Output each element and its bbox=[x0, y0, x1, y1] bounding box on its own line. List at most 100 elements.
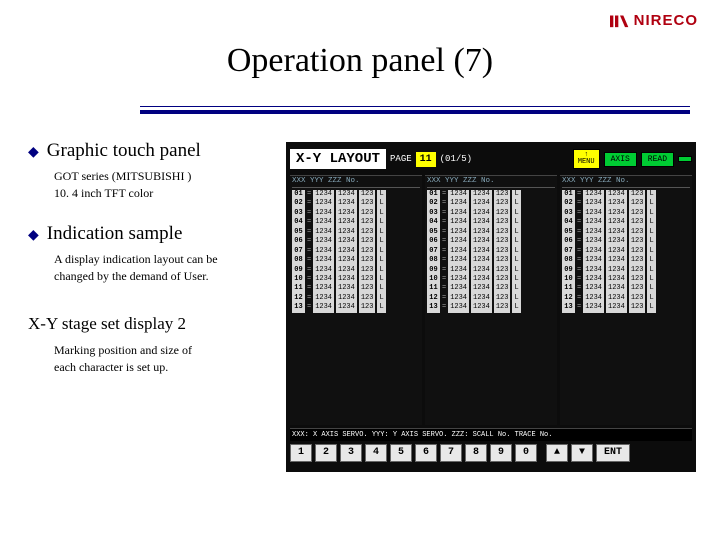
cell-flag[interactable]: L bbox=[512, 284, 520, 293]
cell-flag[interactable]: L bbox=[512, 266, 520, 275]
cell-flag[interactable]: L bbox=[647, 218, 655, 227]
read-button[interactable]: READ bbox=[641, 152, 674, 167]
cell-x[interactable]: 1234 bbox=[313, 237, 334, 246]
cell-z[interactable]: 123 bbox=[629, 209, 646, 218]
cell-x[interactable]: 1234 bbox=[583, 303, 604, 312]
cell-z[interactable]: 123 bbox=[359, 284, 376, 293]
cell-flag[interactable]: L bbox=[647, 303, 655, 312]
cell-z[interactable]: 123 bbox=[359, 266, 376, 275]
cell-x[interactable]: 1234 bbox=[448, 228, 469, 237]
cell-y[interactable]: 1234 bbox=[471, 209, 492, 218]
cell-y[interactable]: 1234 bbox=[606, 303, 627, 312]
cell-flag[interactable]: L bbox=[647, 228, 655, 237]
cell-flag[interactable]: L bbox=[647, 199, 655, 208]
cell-y[interactable]: 1234 bbox=[336, 199, 357, 208]
cell-flag[interactable]: L bbox=[377, 199, 385, 208]
cell-z[interactable]: 123 bbox=[494, 247, 511, 256]
cell-z[interactable]: 123 bbox=[359, 247, 376, 256]
cell-y[interactable]: 1234 bbox=[606, 199, 627, 208]
cell-flag[interactable]: L bbox=[512, 303, 520, 312]
cell-z[interactable]: 123 bbox=[494, 190, 511, 199]
cell-y[interactable]: 1234 bbox=[336, 247, 357, 256]
cell-x[interactable]: 1234 bbox=[448, 237, 469, 246]
cell-flag[interactable]: L bbox=[377, 266, 385, 275]
cell-x[interactable]: 1234 bbox=[448, 294, 469, 303]
cell-flag[interactable]: L bbox=[512, 209, 520, 218]
cell-y[interactable]: 1234 bbox=[606, 284, 627, 293]
cell-flag[interactable]: L bbox=[512, 190, 520, 199]
cell-y[interactable]: 1234 bbox=[606, 266, 627, 275]
cell-x[interactable]: 1234 bbox=[313, 275, 334, 284]
numkey-7[interactable]: 7 bbox=[440, 444, 462, 462]
up-arrow-key[interactable]: ▲ bbox=[546, 444, 568, 462]
cell-y[interactable]: 1234 bbox=[606, 294, 627, 303]
cell-x[interactable]: 1234 bbox=[583, 237, 604, 246]
cell-y[interactable]: 1234 bbox=[471, 199, 492, 208]
cell-flag[interactable]: L bbox=[377, 237, 385, 246]
cell-y[interactable]: 1234 bbox=[606, 256, 627, 265]
cell-y[interactable]: 1234 bbox=[471, 256, 492, 265]
cell-x[interactable]: 1234 bbox=[448, 247, 469, 256]
numkey-5[interactable]: 5 bbox=[390, 444, 412, 462]
cell-x[interactable]: 1234 bbox=[583, 209, 604, 218]
cell-x[interactable]: 1234 bbox=[583, 275, 604, 284]
cell-flag[interactable]: L bbox=[512, 228, 520, 237]
cell-z[interactable]: 123 bbox=[629, 218, 646, 227]
cell-z[interactable]: 123 bbox=[359, 303, 376, 312]
blank-button[interactable] bbox=[678, 156, 692, 162]
cell-z[interactable]: 123 bbox=[494, 284, 511, 293]
numkey-3[interactable]: 3 bbox=[340, 444, 362, 462]
cell-x[interactable]: 1234 bbox=[448, 256, 469, 265]
cell-y[interactable]: 1234 bbox=[336, 303, 357, 312]
cell-z[interactable]: 123 bbox=[359, 218, 376, 227]
cell-z[interactable]: 123 bbox=[494, 294, 511, 303]
cell-flag[interactable]: L bbox=[377, 209, 385, 218]
numkey-9[interactable]: 9 bbox=[490, 444, 512, 462]
cell-z[interactable]: 123 bbox=[629, 190, 646, 199]
cell-x[interactable]: 1234 bbox=[313, 266, 334, 275]
cell-flag[interactable]: L bbox=[512, 247, 520, 256]
cell-x[interactable]: 1234 bbox=[448, 266, 469, 275]
cell-y[interactable]: 1234 bbox=[471, 228, 492, 237]
numkey-0[interactable]: 0 bbox=[515, 444, 537, 462]
cell-flag[interactable]: L bbox=[647, 256, 655, 265]
cell-x[interactable]: 1234 bbox=[583, 256, 604, 265]
cell-y[interactable]: 1234 bbox=[336, 256, 357, 265]
cell-z[interactable]: 123 bbox=[494, 199, 511, 208]
cell-flag[interactable]: L bbox=[377, 218, 385, 227]
cell-x[interactable]: 1234 bbox=[448, 303, 469, 312]
axis-button[interactable]: AXIS bbox=[604, 152, 637, 167]
cell-y[interactable]: 1234 bbox=[471, 284, 492, 293]
cell-z[interactable]: 123 bbox=[629, 294, 646, 303]
cell-y[interactable]: 1234 bbox=[336, 266, 357, 275]
menu-button[interactable]: ↑ MENU bbox=[573, 149, 600, 169]
cell-y[interactable]: 1234 bbox=[606, 237, 627, 246]
cell-z[interactable]: 123 bbox=[629, 199, 646, 208]
cell-x[interactable]: 1234 bbox=[583, 190, 604, 199]
cell-y[interactable]: 1234 bbox=[471, 303, 492, 312]
cell-z[interactable]: 123 bbox=[494, 228, 511, 237]
cell-y[interactable]: 1234 bbox=[471, 190, 492, 199]
cell-y[interactable]: 1234 bbox=[336, 228, 357, 237]
cell-flag[interactable]: L bbox=[377, 190, 385, 199]
cell-flag[interactable]: L bbox=[377, 284, 385, 293]
cell-z[interactable]: 123 bbox=[359, 190, 376, 199]
numkey-8[interactable]: 8 bbox=[465, 444, 487, 462]
cell-x[interactable]: 1234 bbox=[448, 209, 469, 218]
cell-flag[interactable]: L bbox=[377, 275, 385, 284]
cell-z[interactable]: 123 bbox=[494, 209, 511, 218]
cell-z[interactable]: 123 bbox=[629, 247, 646, 256]
cell-x[interactable]: 1234 bbox=[583, 218, 604, 227]
cell-x[interactable]: 1234 bbox=[313, 284, 334, 293]
cell-x[interactable]: 1234 bbox=[583, 284, 604, 293]
cell-flag[interactable]: L bbox=[512, 237, 520, 246]
cell-flag[interactable]: L bbox=[512, 218, 520, 227]
cell-z[interactable]: 123 bbox=[629, 284, 646, 293]
cell-y[interactable]: 1234 bbox=[336, 190, 357, 199]
cell-y[interactable]: 1234 bbox=[336, 237, 357, 246]
cell-z[interactable]: 123 bbox=[494, 256, 511, 265]
cell-flag[interactable]: L bbox=[512, 256, 520, 265]
cell-y[interactable]: 1234 bbox=[336, 209, 357, 218]
numkey-4[interactable]: 4 bbox=[365, 444, 387, 462]
cell-z[interactable]: 123 bbox=[629, 303, 646, 312]
